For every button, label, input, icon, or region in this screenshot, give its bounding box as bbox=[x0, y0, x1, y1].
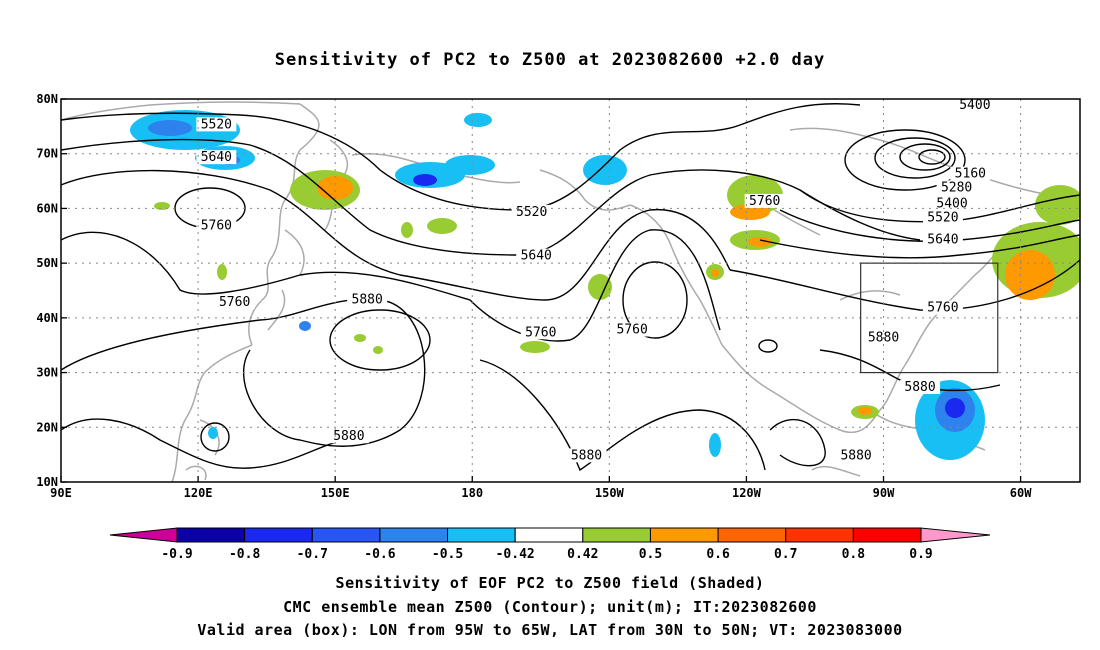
contour-label: 5760 bbox=[525, 325, 556, 340]
plot-frame bbox=[60, 98, 1081, 483]
contour-label: 5880 bbox=[904, 380, 935, 395]
lat-tick-label: 50N bbox=[36, 256, 58, 270]
contour-label: 5880 bbox=[352, 292, 383, 307]
lat-tick-label: 60N bbox=[36, 201, 58, 215]
contour-label-bg bbox=[196, 218, 237, 233]
contour-label-bg bbox=[836, 448, 877, 463]
sensitivity-shading bbox=[130, 110, 1080, 460]
lat-tick-label: 30N bbox=[36, 366, 58, 380]
contour-label-bg bbox=[347, 292, 388, 307]
axis-ticks: 90E 120E 150E 180 150W 120W 90W 60W 10N 20N 30N 40N… bbox=[36, 92, 1032, 500]
lon-tick-label: 90W bbox=[873, 486, 895, 500]
caption-valid-area: Valid area (box): LON from 95W to 65W, L… bbox=[197, 621, 903, 639]
colorbar-label: 0.9 bbox=[909, 547, 932, 562]
lat-tick-label: 70N bbox=[36, 147, 58, 161]
contour-label-bg bbox=[612, 322, 653, 337]
contour-label: 5280 bbox=[941, 180, 972, 195]
colorbar-label: -0.9 bbox=[161, 547, 192, 562]
colorbar-swatch bbox=[649, 527, 719, 543]
contour-label: 5640 bbox=[201, 150, 232, 165]
lon-tick-label: 60W bbox=[1010, 486, 1032, 500]
contour-label: 5760 bbox=[749, 194, 780, 209]
contour-label: 5520 bbox=[927, 210, 958, 225]
contour-label-bg bbox=[922, 232, 963, 247]
caption-shaded: Sensitivity of EOF PC2 to Z500 field (Sh… bbox=[335, 574, 765, 592]
colorbar-swatch bbox=[717, 527, 787, 543]
contour-label-bg bbox=[520, 325, 561, 340]
colorbar-swatch bbox=[785, 527, 854, 543]
colorbar-swatch bbox=[582, 527, 651, 543]
lon-tick-label: 90E bbox=[50, 486, 72, 500]
contour-label: 5520 bbox=[201, 117, 232, 132]
colorbar-swatch bbox=[379, 527, 449, 543]
contour-label: 5880 bbox=[840, 448, 871, 463]
lon-tick-label: 150W bbox=[595, 486, 625, 500]
contour-label-bg bbox=[566, 448, 607, 463]
colorbar-label: 0.42 bbox=[567, 547, 598, 562]
contour-label-bg bbox=[954, 98, 995, 113]
gridlines bbox=[61, 99, 1080, 482]
contour-label-bg bbox=[511, 204, 552, 219]
contour-labels: 5520 5640 5760 5760 5880 5880 5520 5640 5760 5760… bbox=[196, 98, 995, 463]
colorbar-swatch bbox=[311, 527, 381, 543]
lat-tick-label: 80N bbox=[36, 92, 58, 106]
contour-label: 5760 bbox=[927, 301, 958, 316]
contour-label: 5760 bbox=[219, 295, 250, 310]
lat-tick-label: 20N bbox=[36, 420, 58, 434]
contour-label: 5160 bbox=[955, 167, 986, 182]
colorbar-label: 0.6 bbox=[706, 547, 730, 562]
colorbar-under-triangle bbox=[109, 527, 178, 543]
contour-label-bg bbox=[900, 379, 941, 394]
colorbar-label: -0.42 bbox=[496, 547, 535, 562]
valid-area-box bbox=[860, 262, 999, 374]
contour-label-bg bbox=[922, 210, 963, 225]
colorbar-swatch bbox=[244, 527, 313, 543]
contour-label: 5760 bbox=[617, 323, 648, 338]
contour-label-bg bbox=[196, 150, 237, 165]
contour-label: 5760 bbox=[201, 219, 232, 234]
contour-label: 5640 bbox=[521, 249, 552, 264]
contour-label-bg bbox=[950, 166, 991, 181]
colorbar-over-triangle bbox=[920, 527, 991, 543]
contour-label: 5640 bbox=[927, 232, 958, 247]
chart-title: Sensitivity of PC2 to Z500 at 2023082600… bbox=[274, 50, 826, 70]
lon-tick-label: 180 bbox=[461, 486, 483, 500]
lon-tick-label: 150E bbox=[321, 486, 350, 500]
caption-contour: CMC ensemble mean Z500 (Contour); unit(m… bbox=[283, 598, 817, 616]
colorbar-swatch bbox=[176, 527, 246, 543]
colorbar-label: 0.7 bbox=[774, 547, 797, 562]
contour-label: 5880 bbox=[333, 429, 364, 444]
contour-label-bg bbox=[328, 429, 369, 444]
colorbar-label: 0.8 bbox=[842, 547, 866, 562]
colorbar-label: -0.6 bbox=[364, 547, 395, 562]
colorbar-label: -0.5 bbox=[432, 547, 463, 562]
contour-label-bg bbox=[936, 180, 977, 195]
contour-label-bg bbox=[932, 196, 973, 211]
lat-tick-label: 10N bbox=[36, 475, 58, 489]
contour-label: 5520 bbox=[516, 205, 547, 220]
contour-label: 5400 bbox=[959, 98, 990, 113]
colorbar-swatch bbox=[852, 527, 922, 543]
colorbar-swatch bbox=[514, 527, 584, 543]
lat-tick-label: 40N bbox=[36, 311, 58, 325]
colorbar-label: 0.5 bbox=[639, 547, 662, 562]
contour-label-bg bbox=[922, 300, 963, 315]
contour-label-bg bbox=[196, 117, 237, 132]
lon-tick-label: 120E bbox=[184, 486, 213, 500]
lon-tick-label: 120W bbox=[732, 486, 762, 500]
contour-label-bg bbox=[214, 295, 255, 310]
contour-label-bg bbox=[744, 193, 785, 208]
colorbar-label: -0.8 bbox=[229, 547, 260, 562]
contour-label-bg bbox=[516, 248, 557, 263]
contour-label: 5880 bbox=[571, 448, 602, 463]
colorbar-swatch bbox=[447, 527, 516, 543]
colorbar-label: -0.7 bbox=[297, 547, 328, 562]
colorbar: -0.9 -0.8 -0.7 -0.6 -0.5 -0.42 0.42 0.5 0.6 0.7 0.… bbox=[109, 527, 991, 562]
